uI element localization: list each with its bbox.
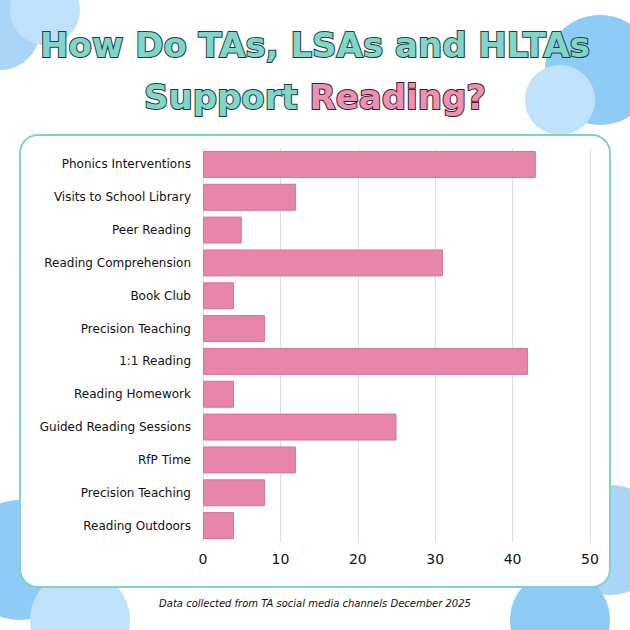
svg-text:Peer Reading: Peer Reading (112, 223, 191, 237)
svg-text:How Do TAs, LSAs and HLTAs: How Do TAs, LSAs and HLTAs (40, 25, 590, 65)
svg-text:Reading Comprehension: Reading Comprehension (44, 256, 191, 270)
svg-text:30: 30 (426, 551, 444, 567)
svg-text:RfP Time: RfP Time (138, 453, 191, 467)
svg-text:Book Club: Book Club (130, 289, 191, 303)
svg-text:Reading?: Reading? (310, 77, 486, 117)
svg-text:10: 10 (271, 551, 289, 567)
svg-text:Guided Reading Sessions: Guided Reading Sessions (40, 420, 191, 434)
svg-text:50: 50 (581, 551, 599, 567)
svg-text:Visits to School Library: Visits to School Library (54, 190, 191, 204)
svg-text:0: 0 (199, 551, 208, 567)
svg-text:20: 20 (349, 551, 367, 567)
svg-text:Phonics Interventions: Phonics Interventions (62, 157, 191, 171)
svg-text:Reading Outdoors: Reading Outdoors (83, 519, 191, 533)
svg-text:1:1 Reading: 1:1 Reading (119, 354, 191, 368)
svg-text:Precision Teaching: Precision Teaching (81, 486, 191, 500)
svg-text:40: 40 (504, 551, 522, 567)
svg-text:Data collected from TA social: Data collected from TA social media chan… (159, 598, 471, 609)
svg-text:Support: Support (144, 77, 310, 117)
svg-text:Precision Teaching: Precision Teaching (81, 322, 191, 336)
svg-text:Reading Homework: Reading Homework (74, 387, 191, 401)
